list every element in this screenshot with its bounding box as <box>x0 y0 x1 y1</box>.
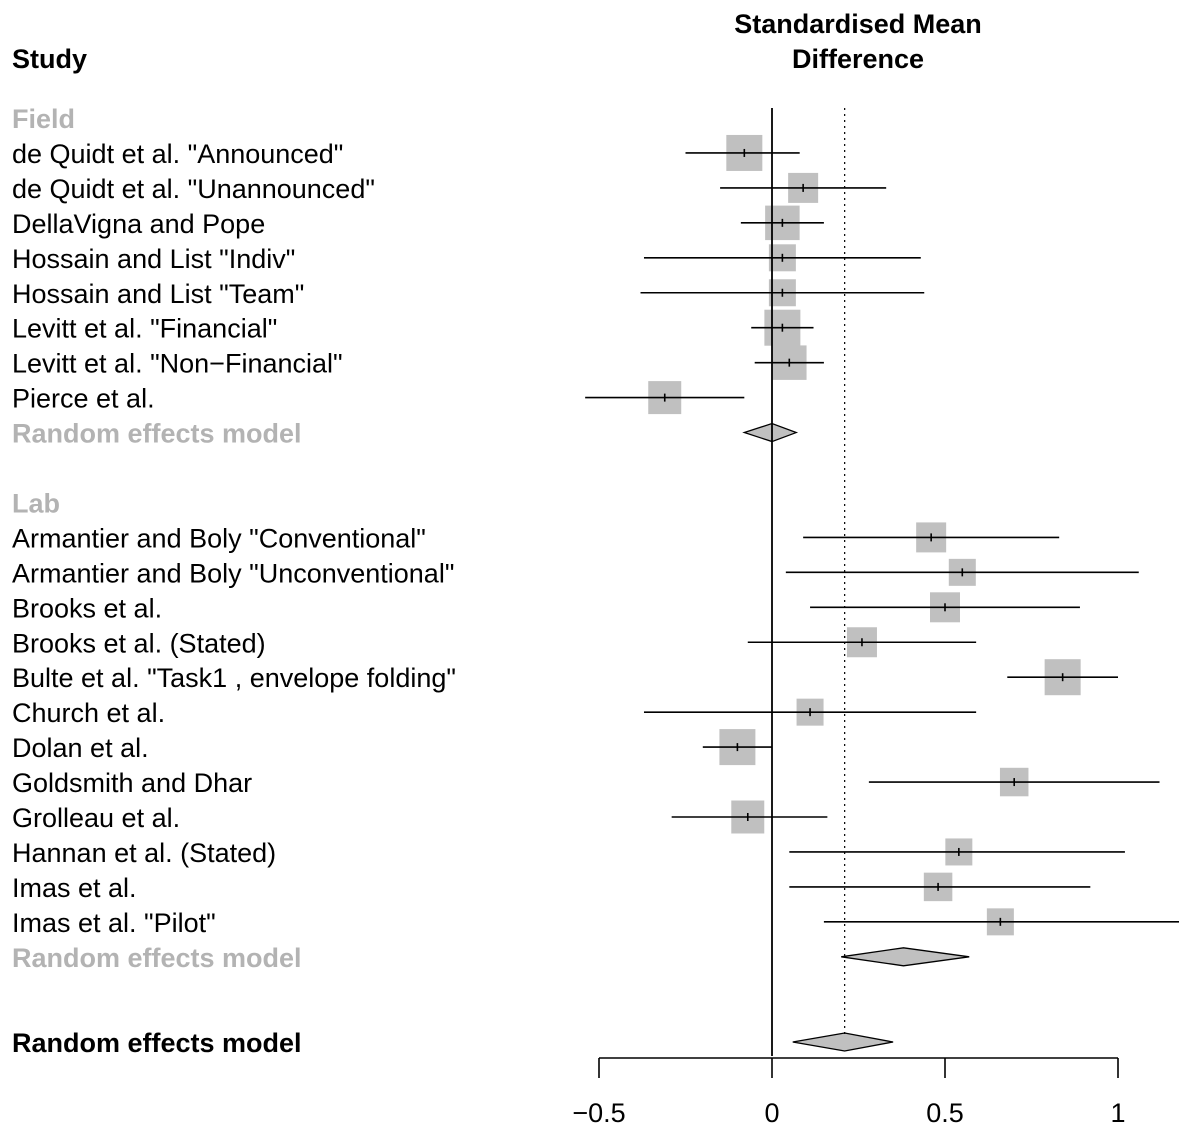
study-label: DellaVigna and Pope <box>12 209 265 239</box>
overall-pooled-label: Random effects model <box>12 1028 302 1058</box>
study-label: Armantier and Boly "Unconventional" <box>12 558 454 588</box>
group-label-lab: Lab <box>12 488 60 518</box>
axis-title-line-2: Difference <box>792 44 924 74</box>
study-label: Goldsmith and Dhar <box>12 768 252 798</box>
study-label: Levitt et al. "Non−Financial" <box>12 349 343 379</box>
x-axis: −0.5 0 0.5 1 <box>572 108 1126 1126</box>
study-label: Pierce et al. <box>12 384 155 414</box>
group-label-field: Field <box>12 104 75 134</box>
subgroup-pooled-label: Random effects model <box>12 419 302 449</box>
study-label: de Quidt et al. "Unannounced" <box>12 174 375 204</box>
study-label: Armantier and Boly "Conventional" <box>12 523 426 553</box>
subgroup-pooled-diamond <box>742 422 799 443</box>
study-column-header: Study <box>12 44 87 74</box>
study-label: Hannan et al. (Stated) <box>12 838 276 868</box>
x-tick-label: 1 <box>1110 1098 1125 1126</box>
study-label: de Quidt et al. "Announced" <box>12 139 343 169</box>
chart-marks: Field de Quidt et al. "Announced" de Quidt… <box>12 104 1179 1058</box>
study-label: Grolleau et al. <box>12 803 180 833</box>
study-label: Hossain and List "Team" <box>12 279 304 309</box>
overall-pooled-diamond <box>792 1032 894 1052</box>
study-label: Brooks et al. (Stated) <box>12 628 266 658</box>
study-label: Hossain and List "Indiv" <box>12 244 295 274</box>
study-label: Brooks et al. <box>12 593 162 623</box>
subgroup-pooled-diamond <box>841 947 970 967</box>
study-label: Imas et al. "Pilot" <box>12 908 216 938</box>
study-label: Dolan et al. <box>12 733 149 763</box>
study-label: Church et al. <box>12 698 165 728</box>
axis-title-line-1: Standardised Mean <box>734 9 982 39</box>
study-label: Levitt et al. "Financial" <box>12 314 277 344</box>
study-label: Imas et al. <box>12 873 137 903</box>
x-tick-label: 0.5 <box>926 1098 964 1126</box>
x-tick-label: −0.5 <box>572 1098 625 1126</box>
study-label: Bulte et al. "Task1 , envelope folding" <box>12 663 456 693</box>
x-tick-label: 0 <box>764 1098 779 1126</box>
subgroup-pooled-label: Random effects model <box>12 943 302 973</box>
